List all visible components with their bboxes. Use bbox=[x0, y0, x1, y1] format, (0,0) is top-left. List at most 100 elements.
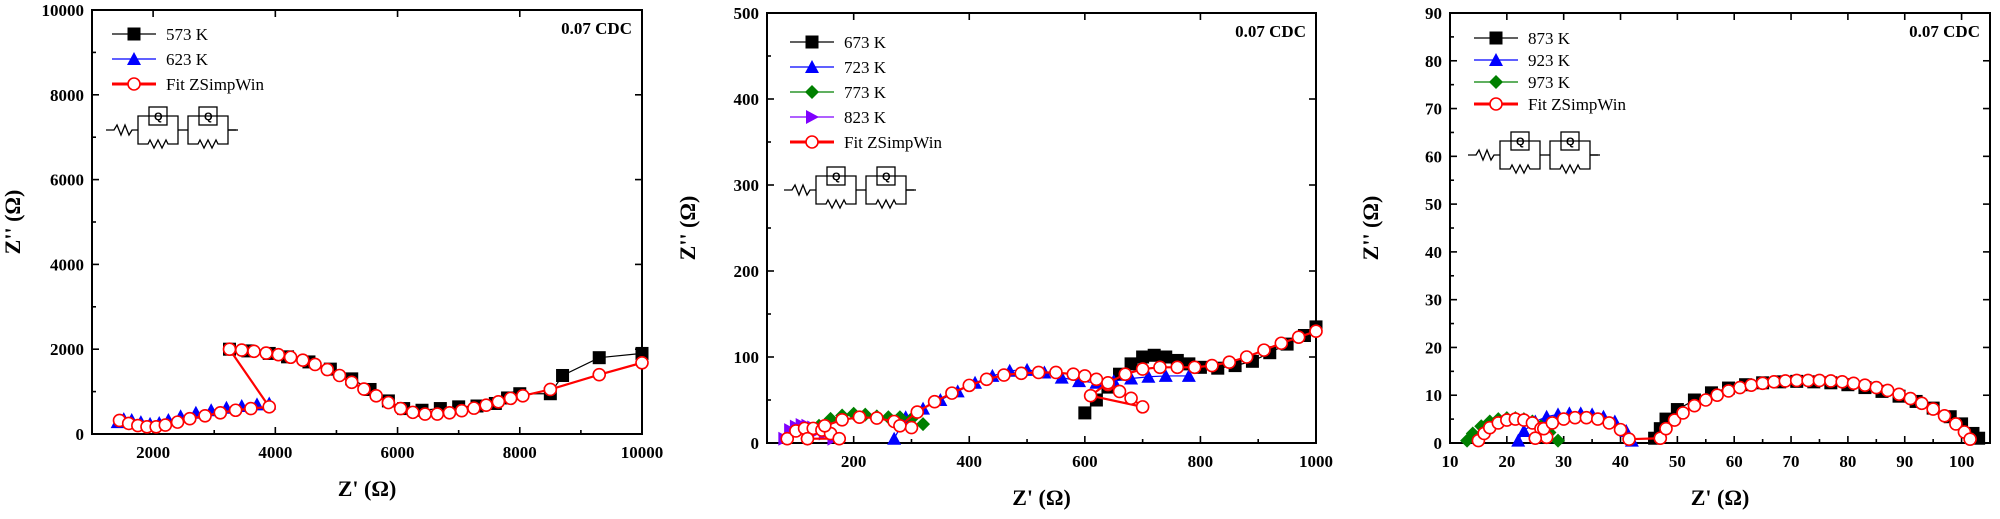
x-tick-label: 100 bbox=[1949, 452, 1975, 471]
y-tick-label: 500 bbox=[734, 4, 760, 23]
legend-label: 823 K bbox=[844, 108, 887, 127]
data-point-open-circle bbox=[1205, 358, 1219, 373]
data-point-open-circle bbox=[1291, 330, 1306, 345]
circuit-cpe-box bbox=[876, 166, 896, 186]
y-tick-label: 90 bbox=[1425, 4, 1442, 23]
data-point-open-circle bbox=[308, 357, 322, 372]
circuit-cpe-box bbox=[1560, 131, 1580, 151]
data-point-open-circle bbox=[1698, 393, 1713, 407]
cdc-annotation: 0.07 CDC bbox=[1909, 22, 1980, 41]
data-point-square bbox=[1078, 406, 1092, 420]
data-point-open-circle bbox=[1903, 391, 1918, 406]
circuit-cpe-box bbox=[198, 106, 218, 126]
data-point-square bbox=[556, 368, 570, 382]
data-point-open-circle bbox=[1049, 365, 1063, 380]
data-point-open-circle bbox=[1545, 416, 1560, 430]
x-tick-label: 4000 bbox=[258, 443, 292, 462]
data-point-open-circle bbox=[182, 411, 197, 426]
x-tick-label: 80 bbox=[1839, 452, 1856, 471]
legend-marker-diamond bbox=[1489, 75, 1503, 89]
y-tick-label: 400 bbox=[734, 90, 760, 109]
circuit-cpe-label: Q bbox=[1566, 136, 1575, 148]
data-point-open-circle bbox=[1083, 388, 1098, 403]
legend-label: 773 K bbox=[844, 83, 887, 102]
y-tick-label: 70 bbox=[1425, 100, 1442, 119]
data-point-open-circle bbox=[1590, 412, 1605, 426]
data-point-open-circle bbox=[1710, 388, 1724, 403]
y-tick-label: 100 bbox=[734, 348, 760, 367]
data-point-open-circle bbox=[1031, 365, 1046, 380]
data-point-open-circle bbox=[1613, 422, 1628, 437]
legend-label: Fit ZSimpWin bbox=[166, 75, 265, 94]
circuit-rc-element bbox=[1499, 140, 1541, 175]
x-tick-label: 2000 bbox=[136, 443, 170, 462]
data-point-open-circle bbox=[244, 401, 258, 416]
y-tick-label: 2000 bbox=[50, 340, 84, 359]
x-tick-label: 10000 bbox=[621, 443, 664, 462]
data-point-square bbox=[1124, 357, 1138, 371]
data-point-open-circle bbox=[1914, 396, 1929, 411]
legend-marker-open-circle bbox=[127, 77, 141, 91]
data-point-open-circle bbox=[1135, 400, 1150, 414]
data-point-open-circle bbox=[817, 418, 832, 433]
legend-marker-triangle-up bbox=[127, 52, 141, 65]
data-point-open-circle bbox=[1309, 324, 1323, 339]
y-axis-title: Z'' (Ω) bbox=[0, 190, 25, 255]
data-point-open-circle bbox=[381, 395, 396, 410]
circuit-cpe-label: Q bbox=[832, 171, 841, 183]
data-point-open-circle bbox=[283, 350, 298, 365]
y-tick-label: 40 bbox=[1425, 243, 1442, 262]
data-point-diamond bbox=[916, 417, 931, 432]
data-point-open-circle bbox=[1778, 374, 1793, 388]
data-point-open-circle bbox=[320, 362, 335, 377]
data-point-open-circle bbox=[228, 403, 243, 418]
x-tick-label: 70 bbox=[1783, 452, 1800, 471]
data-point-open-circle bbox=[893, 418, 907, 433]
data-point-open-circle bbox=[1602, 416, 1616, 430]
legend-label: Fit ZSimpWin bbox=[844, 133, 943, 152]
circuit-cpe-box bbox=[1510, 131, 1530, 151]
data-point-open-circle bbox=[869, 411, 884, 425]
y-tick-label: 30 bbox=[1425, 291, 1442, 310]
legend-marker-square bbox=[127, 27, 141, 41]
data-point-triangle-up bbox=[1181, 368, 1196, 382]
data-point-open-circle bbox=[369, 389, 383, 403]
data-point-open-circle bbox=[296, 353, 310, 368]
data-point-open-circle bbox=[262, 400, 277, 414]
data-point-open-circle bbox=[213, 405, 228, 420]
data-point-open-circle bbox=[835, 412, 849, 427]
circuit-resistor bbox=[1468, 148, 1500, 162]
data-point-open-circle bbox=[1880, 383, 1895, 398]
legend-marker-square bbox=[1489, 31, 1503, 45]
data-point-open-circle bbox=[1744, 378, 1759, 392]
x-tick-label: 800 bbox=[1188, 452, 1214, 471]
data-point-open-circle bbox=[332, 368, 347, 383]
x-tick-label: 1000 bbox=[1299, 452, 1333, 471]
legend-label: 923 K bbox=[1528, 51, 1571, 70]
data-point-open-circle bbox=[1124, 391, 1138, 406]
data-point-triangle-up bbox=[1141, 369, 1156, 383]
x-tick-label: 20 bbox=[1498, 452, 1515, 471]
y-tick-label: 4000 bbox=[50, 255, 84, 274]
data-point-open-circle bbox=[1112, 384, 1127, 399]
data-point-triangle-up bbox=[887, 431, 902, 445]
y-tick-label: 20 bbox=[1425, 338, 1442, 357]
data-point-triangle-up bbox=[1158, 368, 1173, 382]
legend-label: 673 K bbox=[844, 33, 887, 52]
circuit-cpe-label: Q bbox=[154, 111, 163, 123]
data-point-open-circle bbox=[491, 394, 506, 409]
data-point-open-circle bbox=[1858, 378, 1872, 392]
y-axis-title: Z'' (Ω) bbox=[1358, 196, 1383, 261]
data-point-open-circle bbox=[1014, 366, 1029, 381]
y-tick-label: 60 bbox=[1425, 147, 1442, 166]
data-point-open-circle bbox=[1118, 367, 1133, 382]
data-point-open-circle bbox=[198, 408, 212, 423]
data-point-open-circle bbox=[1835, 375, 1850, 389]
cdc-annotation: 0.07 CDC bbox=[1235, 22, 1306, 41]
legend-label: 573 K bbox=[166, 25, 209, 44]
circuit-cpe-box bbox=[148, 106, 168, 126]
data-point-open-circle bbox=[1239, 350, 1254, 364]
